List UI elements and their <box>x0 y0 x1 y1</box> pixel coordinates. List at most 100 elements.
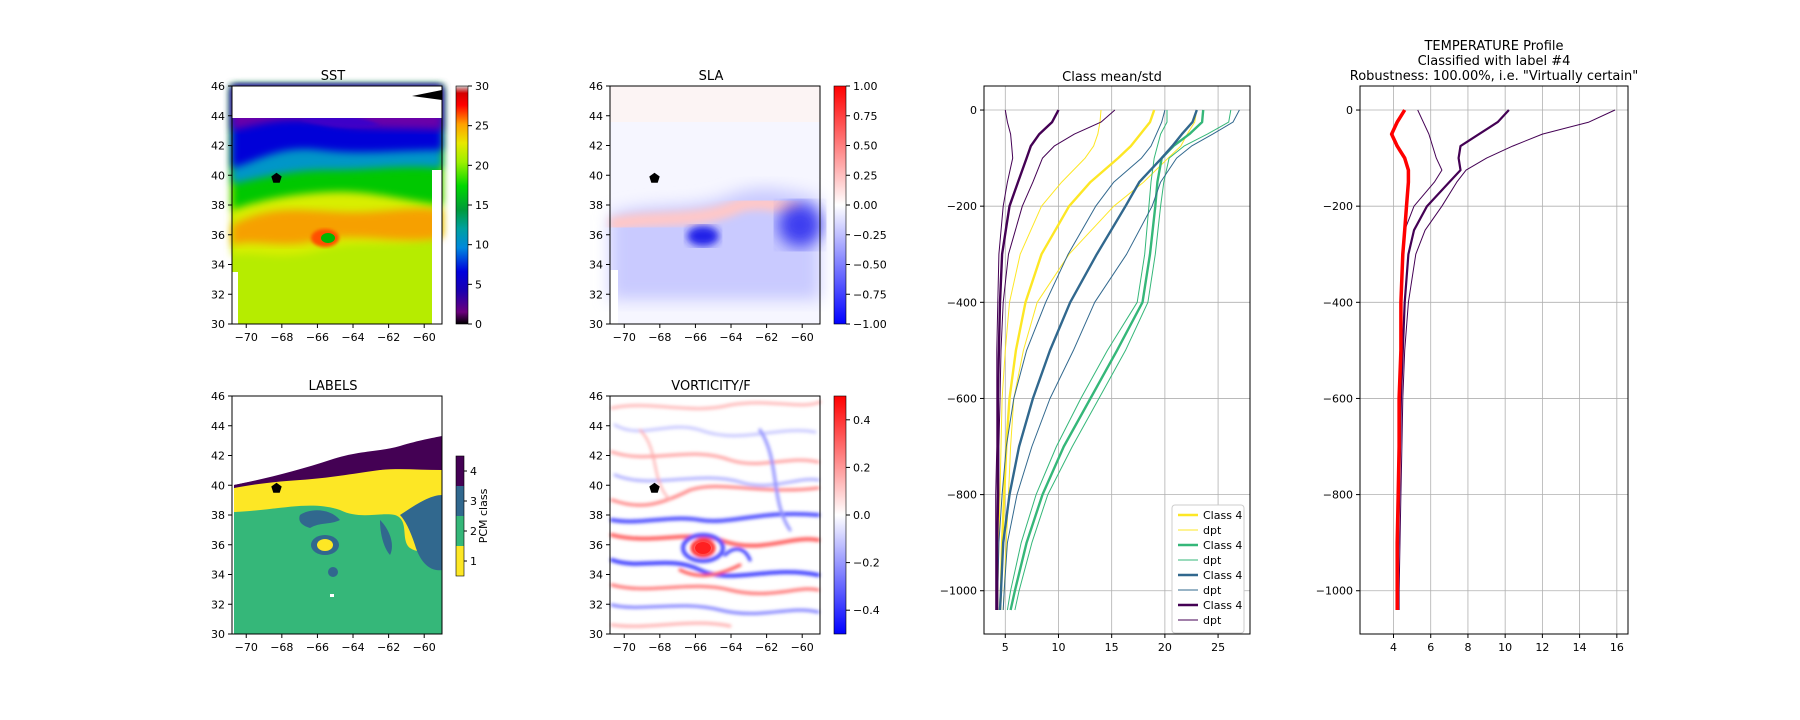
lon-tick-label: −68 <box>270 331 293 344</box>
y-tick-label: −600 <box>947 392 977 405</box>
lon-tick-label: −66 <box>684 641 707 654</box>
labels-ticks: −70 −68 −66 −64 −62 −60 30 32 34 36 38 40 42 44 46 <box>211 390 436 654</box>
x-tick-label: 12 <box>1535 641 1549 654</box>
colorbar-tick-label: −1.00 <box>853 318 887 331</box>
lat-tick-label: 32 <box>211 598 225 611</box>
lon-tick-label: −70 <box>235 641 258 654</box>
labels-panel: LABELS −70 −68 −66 −64 −62 −60303234363840424… <box>211 379 490 654</box>
lat-tick-label: 40 <box>211 169 225 182</box>
class-mean-std-title: Class mean/std <box>1062 70 1162 85</box>
labels-cbar-tick: 4 <box>470 465 477 478</box>
series-2-mean-line <box>998 109 1198 611</box>
lat-tick-label: 34 <box>211 569 225 582</box>
x-tick-label: 25 <box>1211 641 1225 654</box>
y-tick-label: 0 <box>970 104 977 117</box>
lat-tick-label: 42 <box>211 450 225 463</box>
legend-label: Class 4 <box>1203 539 1242 552</box>
lat-tick-label: 38 <box>211 199 225 212</box>
x-tick-label: 5 <box>1002 641 1009 654</box>
colorbar-tick-label: 0 <box>475 318 482 331</box>
lon-tick-label: −70 <box>613 641 636 654</box>
legend-label: Class 4 <box>1203 569 1242 582</box>
legend-label: dpt <box>1203 614 1222 627</box>
colorbar-tick-label: 0.4 <box>853 414 871 427</box>
lon-tick-label: −66 <box>306 641 329 654</box>
lon-tick-label: −68 <box>648 641 671 654</box>
labels-colorbar-ticks: 4 3 2 1 <box>464 465 477 568</box>
temperature-profile-subtitle-robustness: Robustness: 100.00%, i.e. "Virtually cer… <box>1350 69 1638 84</box>
lat-tick-label: 38 <box>589 509 603 522</box>
location-marker <box>271 172 282 183</box>
lat-tick-label: 30 <box>211 628 225 641</box>
series-1-std-low-line <box>1006 110 1168 611</box>
labels-colorbar-label: PCM class <box>477 488 490 543</box>
lon-tick-label: −68 <box>270 641 293 654</box>
colorbar-tick-label: 0.75 <box>853 110 878 123</box>
y-tick-label: −400 <box>1323 296 1353 309</box>
lat-tick-label: 46 <box>211 390 225 403</box>
temperature-profile-panel: TEMPERATURE Profile Classified with labe… <box>1316 39 1638 654</box>
lat-tick-label: 32 <box>589 598 603 611</box>
series-0-std-high-line <box>1002 109 1198 611</box>
lon-tick-label: −66 <box>306 331 329 344</box>
colorbar-tick-label: 0.2 <box>853 461 871 474</box>
temperature-profile-line <box>1389 109 1411 610</box>
lat-tick-label: 30 <box>211 318 225 331</box>
x-tick-label: 15 <box>1105 641 1119 654</box>
colorbar-tick-label: 30 <box>475 80 489 93</box>
lat-tick-label: 44 <box>589 110 603 123</box>
lon-tick-label: −62 <box>377 641 400 654</box>
lat-tick-label: 30 <box>589 628 603 641</box>
series-0-mean-line <box>998 109 1156 611</box>
x-tick-label: 6 <box>1427 641 1434 654</box>
colorbar-tick-label: −0.4 <box>853 604 880 617</box>
lat-tick-label: 46 <box>589 80 603 93</box>
colorbar-tick-label: 0.0 <box>853 509 871 522</box>
class-mean-std-axes-frame <box>983 85 1251 635</box>
location-marker <box>649 172 660 183</box>
lon-tick-label: −70 <box>613 331 636 344</box>
lat-tick-label: 44 <box>589 420 603 433</box>
sst-colorbar-ticks: 0 5 10 15 20 25 30 <box>468 80 489 331</box>
labels-cbar-tick: 3 <box>470 495 477 508</box>
lat-tick-label: 40 <box>211 479 225 492</box>
lat-tick-label: 34 <box>589 259 603 272</box>
colorbar-tick-label: −0.75 <box>853 288 887 301</box>
x-tick-label: 10 <box>1498 641 1512 654</box>
lat-tick-label: 46 <box>211 80 225 93</box>
y-tick-label: −1000 <box>1316 585 1353 598</box>
legend-label: dpt <box>1203 584 1222 597</box>
colorbar-tick-label: 10 <box>475 239 489 252</box>
series-1-mean-line <box>1009 109 1205 611</box>
legend-label: Class 4 <box>1203 509 1242 522</box>
lat-tick-label: 42 <box>589 140 603 153</box>
location-marker <box>271 482 282 493</box>
y-tick-label: −800 <box>1323 489 1353 502</box>
sst-ticks: −70 −68 −66 −64 −62 −60 30 32 34 36 38 40 42 44 46 <box>211 80 436 344</box>
lon-tick-label: −62 <box>755 331 778 344</box>
vorticity-ticks: −70 −68 −66 −64 −62 −60 30 32 34 36 38 40 42 44 46 <box>589 390 814 654</box>
lat-tick-label: 34 <box>211 259 225 272</box>
y-tick-label: −400 <box>947 296 977 309</box>
x-tick-label: 16 <box>1610 641 1624 654</box>
colorbar-tick-label: 15 <box>475 199 489 212</box>
lon-tick-label: −60 <box>791 641 814 654</box>
x-tick-label: 8 <box>1464 641 1471 654</box>
lon-tick-label: −68 <box>648 331 671 344</box>
map-markers <box>271 172 660 493</box>
series-0-std-low-line <box>997 109 1102 610</box>
class-mean-line <box>1396 109 1510 610</box>
vorticity-colorbar-ticks: −0.4 −0.2 0.0 0.2 0.4 <box>846 414 880 617</box>
vorticity-field <box>610 396 822 634</box>
sla-title: SLA <box>699 69 724 84</box>
lat-tick-label: 36 <box>211 539 225 552</box>
legend-label: dpt <box>1203 554 1222 567</box>
temperature-profile-plot: 4 6 8 10 12 14 16 0 −200 −400 −600 −800 −1000 <box>1316 86 1628 654</box>
lat-tick-label: 40 <box>589 479 603 492</box>
lon-tick-label: −62 <box>377 331 400 344</box>
colorbar-tick-label: 0.00 <box>853 199 878 212</box>
y-tick-label: −200 <box>947 200 977 213</box>
sla-colorbar <box>833 85 847 325</box>
y-tick-label: −1000 <box>940 585 977 598</box>
vorticity-panel: VORTICITY/F <box>589 379 880 654</box>
